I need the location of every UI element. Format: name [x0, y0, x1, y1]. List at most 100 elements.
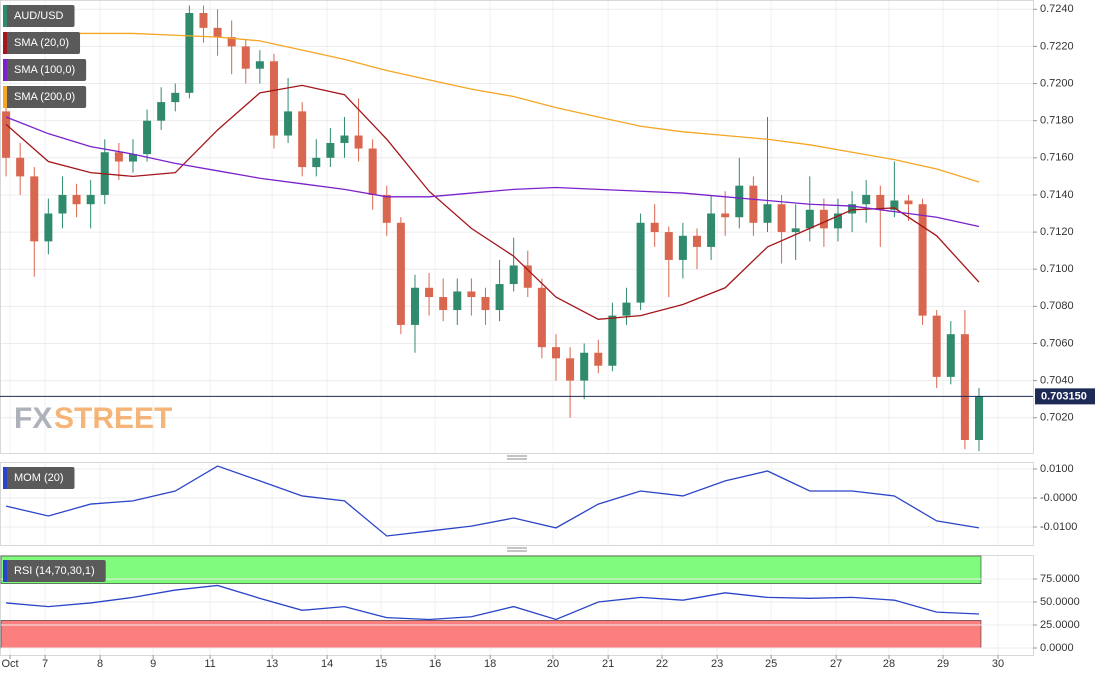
x-tick-label: 8	[97, 658, 103, 670]
legend-item: MOM (20)	[3, 467, 75, 489]
y-tick-label: -0.0100	[1040, 521, 1077, 533]
watermark: FX	[14, 402, 52, 435]
candle-body	[86, 194, 95, 205]
y-tick-label: 0.7240	[1040, 3, 1074, 15]
candle-body	[509, 265, 518, 285]
y-tick-label: 0.7160	[1040, 152, 1074, 164]
candle-body	[199, 12, 208, 28]
x-tick-label: Oct	[1, 658, 18, 670]
y-tick-label: -0.0000	[1040, 492, 1077, 504]
x-tick-label: 28	[883, 658, 895, 670]
x-tick-label: 22	[656, 658, 668, 670]
y-tick-label: 0.7180	[1040, 115, 1074, 127]
indicator-line	[6, 32, 980, 183]
candle-body	[227, 37, 236, 47]
candle-body	[326, 142, 335, 158]
y-tick-label: 0.7200	[1040, 77, 1074, 89]
candle-body	[58, 194, 67, 214]
x-tick-label: 29	[937, 658, 949, 670]
candle-body	[128, 154, 137, 162]
y-tick-label: 0.7080	[1040, 300, 1074, 312]
candle-body	[72, 194, 81, 205]
legend-box	[3, 59, 87, 81]
candle-body	[481, 297, 490, 311]
candle-body	[143, 120, 152, 155]
last-price-label: 0.703150	[1041, 390, 1087, 402]
indicator-line	[5, 84, 980, 320]
candle-body	[636, 222, 645, 303]
x-tick-label: 14	[321, 658, 333, 670]
candle-body	[269, 61, 278, 136]
legend-label: SMA (100,0)	[14, 64, 75, 76]
candle-body	[890, 200, 899, 210]
y-tick-label: 0.7140	[1040, 189, 1074, 201]
candle-body	[791, 228, 800, 233]
x-tick-label: 23	[711, 658, 723, 670]
legend-label: SMA (200,0)	[14, 91, 75, 103]
y-tick-label: 0.7220	[1040, 40, 1074, 52]
candle-body	[340, 135, 349, 143]
candle-body	[2, 111, 11, 158]
price-panel	[0, 0, 1034, 454]
candle-body	[382, 194, 391, 223]
x-tick-label: 30	[992, 658, 1004, 670]
legend-box	[3, 32, 81, 54]
candle-body	[974, 396, 983, 441]
candle-body	[594, 352, 603, 366]
candle-body	[763, 204, 772, 223]
candle-body	[425, 287, 434, 298]
candle-body	[396, 222, 405, 325]
panel-handle[interactable]	[507, 455, 527, 460]
x-tick-label: 7	[42, 658, 48, 670]
legend-swatch	[3, 59, 7, 81]
x-tick-label: 16	[429, 658, 441, 670]
candle-body	[608, 315, 617, 366]
x-tick-label: 27	[830, 658, 842, 670]
candle-body	[848, 204, 857, 214]
legend-box	[3, 5, 75, 27]
candle-body	[368, 148, 377, 195]
x-tick-label: 20	[547, 658, 559, 670]
mom-panel	[0, 462, 1034, 546]
x-tick-label: 13	[266, 658, 278, 670]
candle-body	[284, 111, 293, 136]
indicator-line	[5, 465, 980, 537]
watermark: STREET	[54, 402, 172, 435]
candle-body	[721, 213, 730, 218]
legend-label: AUD/USD	[14, 10, 64, 22]
y-tick-label: 0.7040	[1040, 375, 1074, 387]
candle-body	[692, 235, 701, 247]
legend-item: SMA (200,0)	[3, 86, 87, 108]
indicator-line	[5, 116, 980, 228]
legend-box	[3, 86, 87, 108]
candle-body	[467, 291, 476, 298]
legend-item: SMA (100,0)	[3, 59, 87, 81]
legend-swatch	[3, 32, 7, 54]
candle-body	[749, 185, 758, 223]
candle-body	[298, 111, 307, 168]
last-price-box	[1035, 388, 1095, 405]
candle-body	[30, 176, 39, 242]
x-tick-label: 21	[602, 658, 614, 670]
candle-body	[777, 204, 786, 233]
candle-body	[453, 291, 462, 311]
legend-item: SMA (20,0)	[3, 32, 81, 54]
candle-body	[862, 194, 871, 205]
candle-body	[255, 61, 264, 69]
candle-body	[664, 232, 673, 260]
candle-body	[932, 315, 941, 377]
panel-handle[interactable]	[507, 547, 527, 552]
candle-body	[241, 46, 250, 69]
candle-body	[185, 12, 194, 93]
candle-body	[678, 235, 687, 260]
candle-body	[523, 265, 532, 288]
y-tick-label: 0.7060	[1040, 337, 1074, 349]
candle-body	[580, 352, 589, 381]
candle-body	[44, 213, 53, 242]
candle-body	[537, 287, 546, 348]
legend-label: SMA (20,0)	[14, 37, 69, 49]
candle-body	[566, 358, 575, 381]
legend-title: AUD/USD	[3, 5, 75, 27]
candle-body	[833, 213, 842, 229]
